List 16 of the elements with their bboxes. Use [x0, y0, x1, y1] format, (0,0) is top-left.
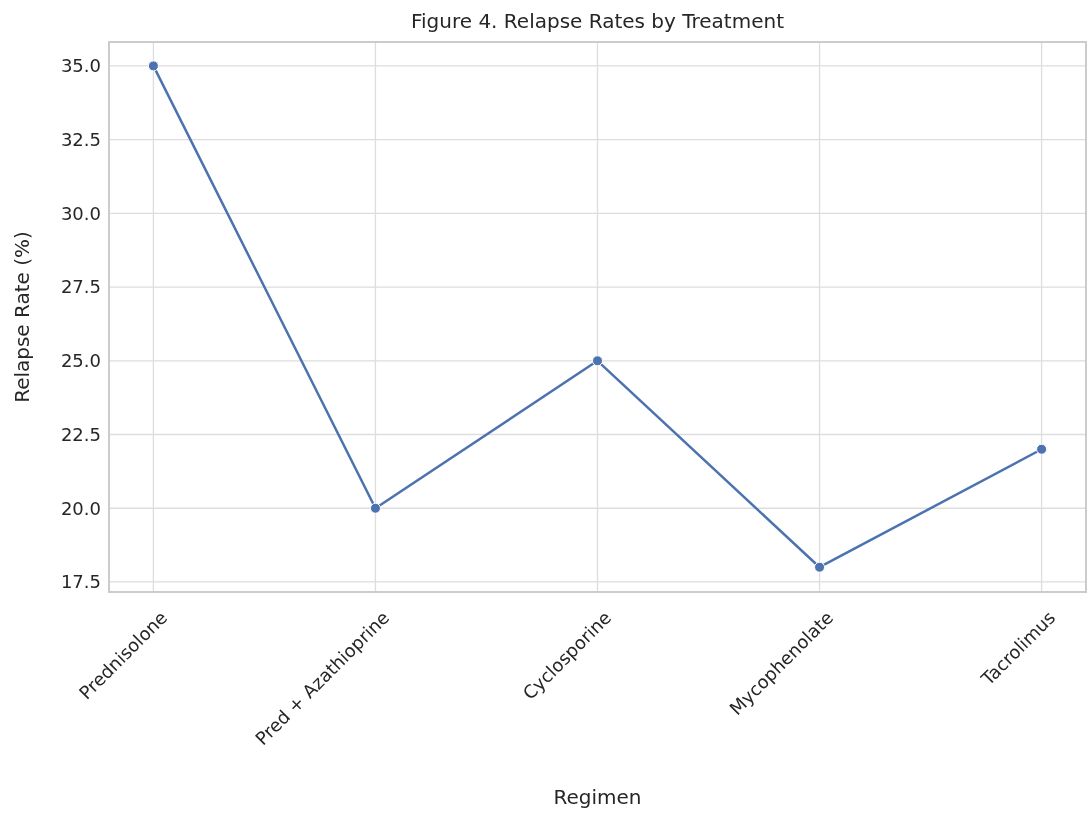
chart-title: Figure 4. Relapse Rates by Treatment — [410, 9, 785, 33]
point — [592, 355, 603, 367]
y-tick-label: 22.5 — [60, 423, 101, 445]
point — [814, 561, 826, 573]
y-tick-label: 35.0 — [60, 55, 101, 77]
point — [1036, 443, 1048, 455]
y-tick-label: 30.0 — [60, 202, 101, 224]
y-tick-label: 17.5 — [60, 571, 101, 593]
y-tick-label: 27.5 — [60, 276, 101, 298]
point — [147, 60, 159, 72]
y-tick-label: 20.0 — [60, 497, 101, 519]
y-tick-label: 25.0 — [60, 350, 101, 372]
y-axis-title: Relapse Rate (%) — [10, 231, 34, 403]
x-axis-title: Regimen — [553, 785, 642, 809]
y-tick-label: 32.5 — [60, 128, 101, 150]
point — [369, 502, 381, 514]
